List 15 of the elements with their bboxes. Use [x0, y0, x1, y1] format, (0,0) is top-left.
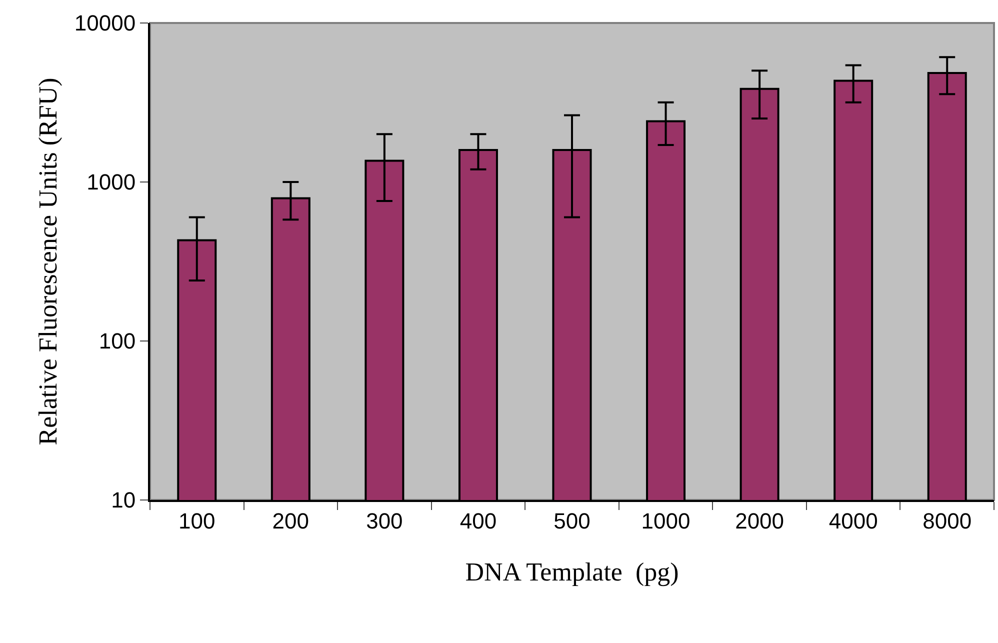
y-axis-title: Relative Fluorescence Units (RFU)	[33, 78, 62, 446]
y-tick-label: 10	[111, 488, 136, 513]
x-tick-label: 200	[272, 508, 310, 534]
x-tick-label: 2000	[735, 508, 784, 534]
x-tick-label: 4000	[828, 508, 878, 534]
x-tick-label: 8000	[922, 508, 972, 534]
x-tick-label: 1000	[641, 508, 690, 534]
x-tick-label: 500	[554, 508, 590, 534]
y-tick-label: 100	[98, 328, 136, 354]
y-tick-label: 1000	[86, 170, 136, 195]
x-tick-label: 100	[178, 508, 216, 534]
x-axis-title: DNA Template (pg)	[465, 558, 679, 587]
x-tick-label: 400	[460, 508, 497, 534]
y-tick-label: 10000	[74, 10, 136, 36]
x-tick-label: 300	[366, 508, 403, 534]
